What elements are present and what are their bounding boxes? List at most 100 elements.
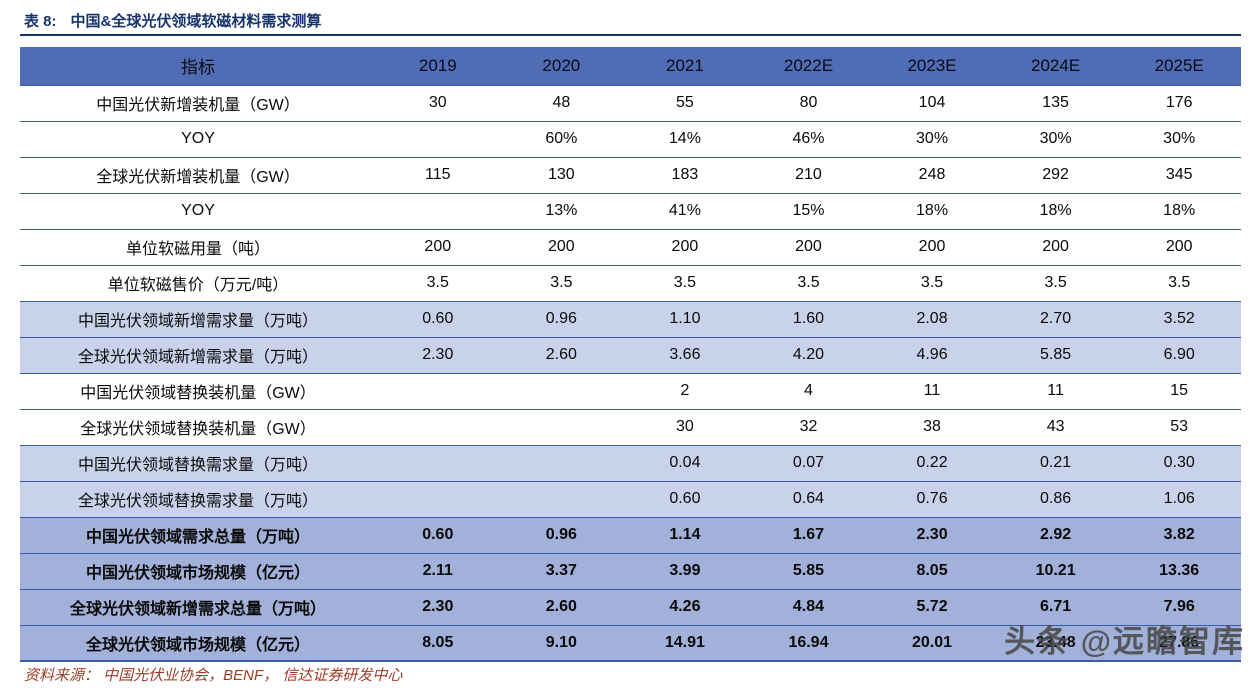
cell-value: 5.72 (870, 589, 994, 626)
cell-value: 3.5 (623, 265, 747, 302)
cell-value: 248 (870, 157, 994, 194)
watermark-text: 头条 @远瞻智库 (1004, 624, 1245, 659)
row-label: YOY (20, 121, 376, 158)
table-title-text: 中国&全球光伏领域软磁材料需求测算 (70, 13, 322, 30)
cell-value: 27.86 (1117, 625, 1241, 662)
cell-value: 200 (376, 229, 500, 266)
cell-value: 1.67 (746, 517, 871, 554)
cell-value: 16.94 (746, 625, 871, 662)
cell-value: 1.06 (1117, 481, 1241, 518)
cell-value: 0.04 (623, 445, 747, 482)
cell-value: 41% (623, 193, 747, 230)
table-row: 中国光伏领域替换装机量（GW） 2 4 11 11 15 (20, 373, 1241, 410)
cell-value: 104 (870, 85, 994, 122)
row-label: 全球光伏新增装机量（GW） (20, 157, 376, 194)
cell-value: 2 (623, 373, 747, 410)
cell-value: 3.52 (1117, 301, 1241, 338)
cell-value: 0.07 (746, 445, 871, 482)
cell-value: 1.14 (623, 517, 747, 554)
cell-value: 0.21 (993, 445, 1118, 482)
table-title: 表 8: 中国&全球光伏领域软磁材料需求测算 (24, 10, 321, 31)
cell-value (499, 409, 624, 446)
cell-value: 2.60 (499, 337, 624, 374)
cell-value: 3.99 (623, 553, 747, 590)
cell-value: 2.60 (499, 589, 624, 626)
row-label: 中国光伏新增装机量（GW） (20, 85, 376, 122)
cell-value: 4 (746, 373, 871, 410)
row-label: 全球光伏领域新增需求总量（万吨） (20, 589, 376, 626)
row-label: 中国光伏领域需求总量（万吨） (20, 517, 376, 554)
cell-value: 200 (746, 229, 871, 266)
cell-value: 183 (623, 157, 747, 194)
cell-value: 345 (1117, 157, 1241, 194)
table-row: 全球光伏领域市场规模（亿元） 8.05 9.10 14.91 16.94 20.01 23.… (20, 625, 1241, 662)
cell-value: 80 (746, 85, 871, 122)
cell-value: 200 (499, 229, 624, 266)
cell-value: 46% (746, 121, 871, 158)
cell-value (376, 409, 500, 446)
cell-value: 6.90 (1117, 337, 1241, 374)
cell-value (499, 373, 624, 410)
cell-value: 1.60 (746, 301, 871, 338)
row-label: 中国光伏领域替换需求量（万吨） (20, 445, 376, 482)
table-row: YOY 60% 14% 46% 30% 30% 30% (20, 121, 1241, 158)
table-row: 全球光伏领域替换装机量（GW） 30 32 38 43 53 (20, 409, 1241, 446)
cell-value: 18% (993, 193, 1118, 230)
cell-value: 200 (1117, 229, 1241, 266)
column-header-year: 2025E (1117, 47, 1241, 86)
column-header-year: 2024E (993, 47, 1118, 86)
cell-value: 210 (746, 157, 871, 194)
cell-value: 20.01 (870, 625, 994, 662)
cell-value: 4.26 (623, 589, 747, 626)
cell-value: 14% (623, 121, 747, 158)
cell-value: 135 (993, 85, 1118, 122)
cell-value: 0.96 (499, 517, 624, 554)
cell-value: 18% (1117, 193, 1241, 230)
table-row: 中国光伏新增装机量（GW） 30 48 55 80 104 135 176 (20, 85, 1241, 122)
watermark: 头条 @远瞻智库 (1004, 616, 1245, 661)
cell-value: 3.66 (623, 337, 747, 374)
cell-value: 10.21 (993, 553, 1118, 590)
cell-value: 15 (1117, 373, 1241, 410)
cell-value: 30% (993, 121, 1118, 158)
cell-value: 30% (870, 121, 994, 158)
cell-value: 3.82 (1117, 517, 1241, 554)
row-label: 单位软磁用量（吨） (20, 229, 376, 266)
cell-value: 292 (993, 157, 1118, 194)
row-label: 全球光伏领域替换需求量（万吨） (20, 481, 376, 518)
cell-value: 13.36 (1117, 553, 1241, 590)
column-header-year: 2020 (499, 47, 624, 86)
cell-value: 48 (499, 85, 624, 122)
table-header-row: 指标 2019 2020 2021 2022E 2023E 2024E 2025E (20, 47, 1241, 86)
cell-value (499, 481, 624, 518)
cell-value: 3.5 (746, 265, 871, 302)
cell-value: 30% (1117, 121, 1241, 158)
column-header-year: 2022E (746, 47, 871, 86)
cell-value: 7.96 (1117, 589, 1241, 626)
cell-value: 9.10 (499, 625, 624, 662)
table-row: 中国光伏领域替换需求量（万吨） 0.04 0.07 0.22 0.21 0.30 (20, 445, 1241, 482)
table-row: 全球光伏领域新增需求量（万吨） 2.30 2.60 3.66 4.20 4.96 5.85 6… (20, 337, 1241, 374)
cell-value: 6.71 (993, 589, 1118, 626)
table-number: 表 8: (24, 13, 57, 30)
cell-value: 3.5 (499, 265, 624, 302)
cell-value: 53 (1117, 409, 1241, 446)
cell-value: 2.70 (993, 301, 1118, 338)
cell-value: 5.85 (993, 337, 1118, 374)
cell-value: 0.86 (993, 481, 1118, 518)
cell-value: 4.84 (746, 589, 871, 626)
table-row: 单位软磁用量（吨） 200 200 200 200 200 200 200 (20, 229, 1241, 266)
cell-value: 60% (499, 121, 624, 158)
table-row: 全球光伏新增装机量（GW） 115 130 183 210 248 292 345 (20, 157, 1241, 194)
cell-value: 0.60 (376, 517, 500, 554)
cell-value: 200 (623, 229, 747, 266)
table-row: YOY 13% 41% 15% 18% 18% 18% (20, 193, 1241, 230)
cell-value: 176 (1117, 85, 1241, 122)
cell-value: 2.92 (993, 517, 1118, 554)
cell-value (376, 121, 500, 158)
demand-table: 指标 2019 2020 2021 2022E 2023E 2024E 2025E 中国光伏新… (20, 47, 1241, 662)
cell-value: 0.60 (376, 301, 500, 338)
cell-value: 30 (376, 85, 500, 122)
cell-value: 18% (870, 193, 994, 230)
